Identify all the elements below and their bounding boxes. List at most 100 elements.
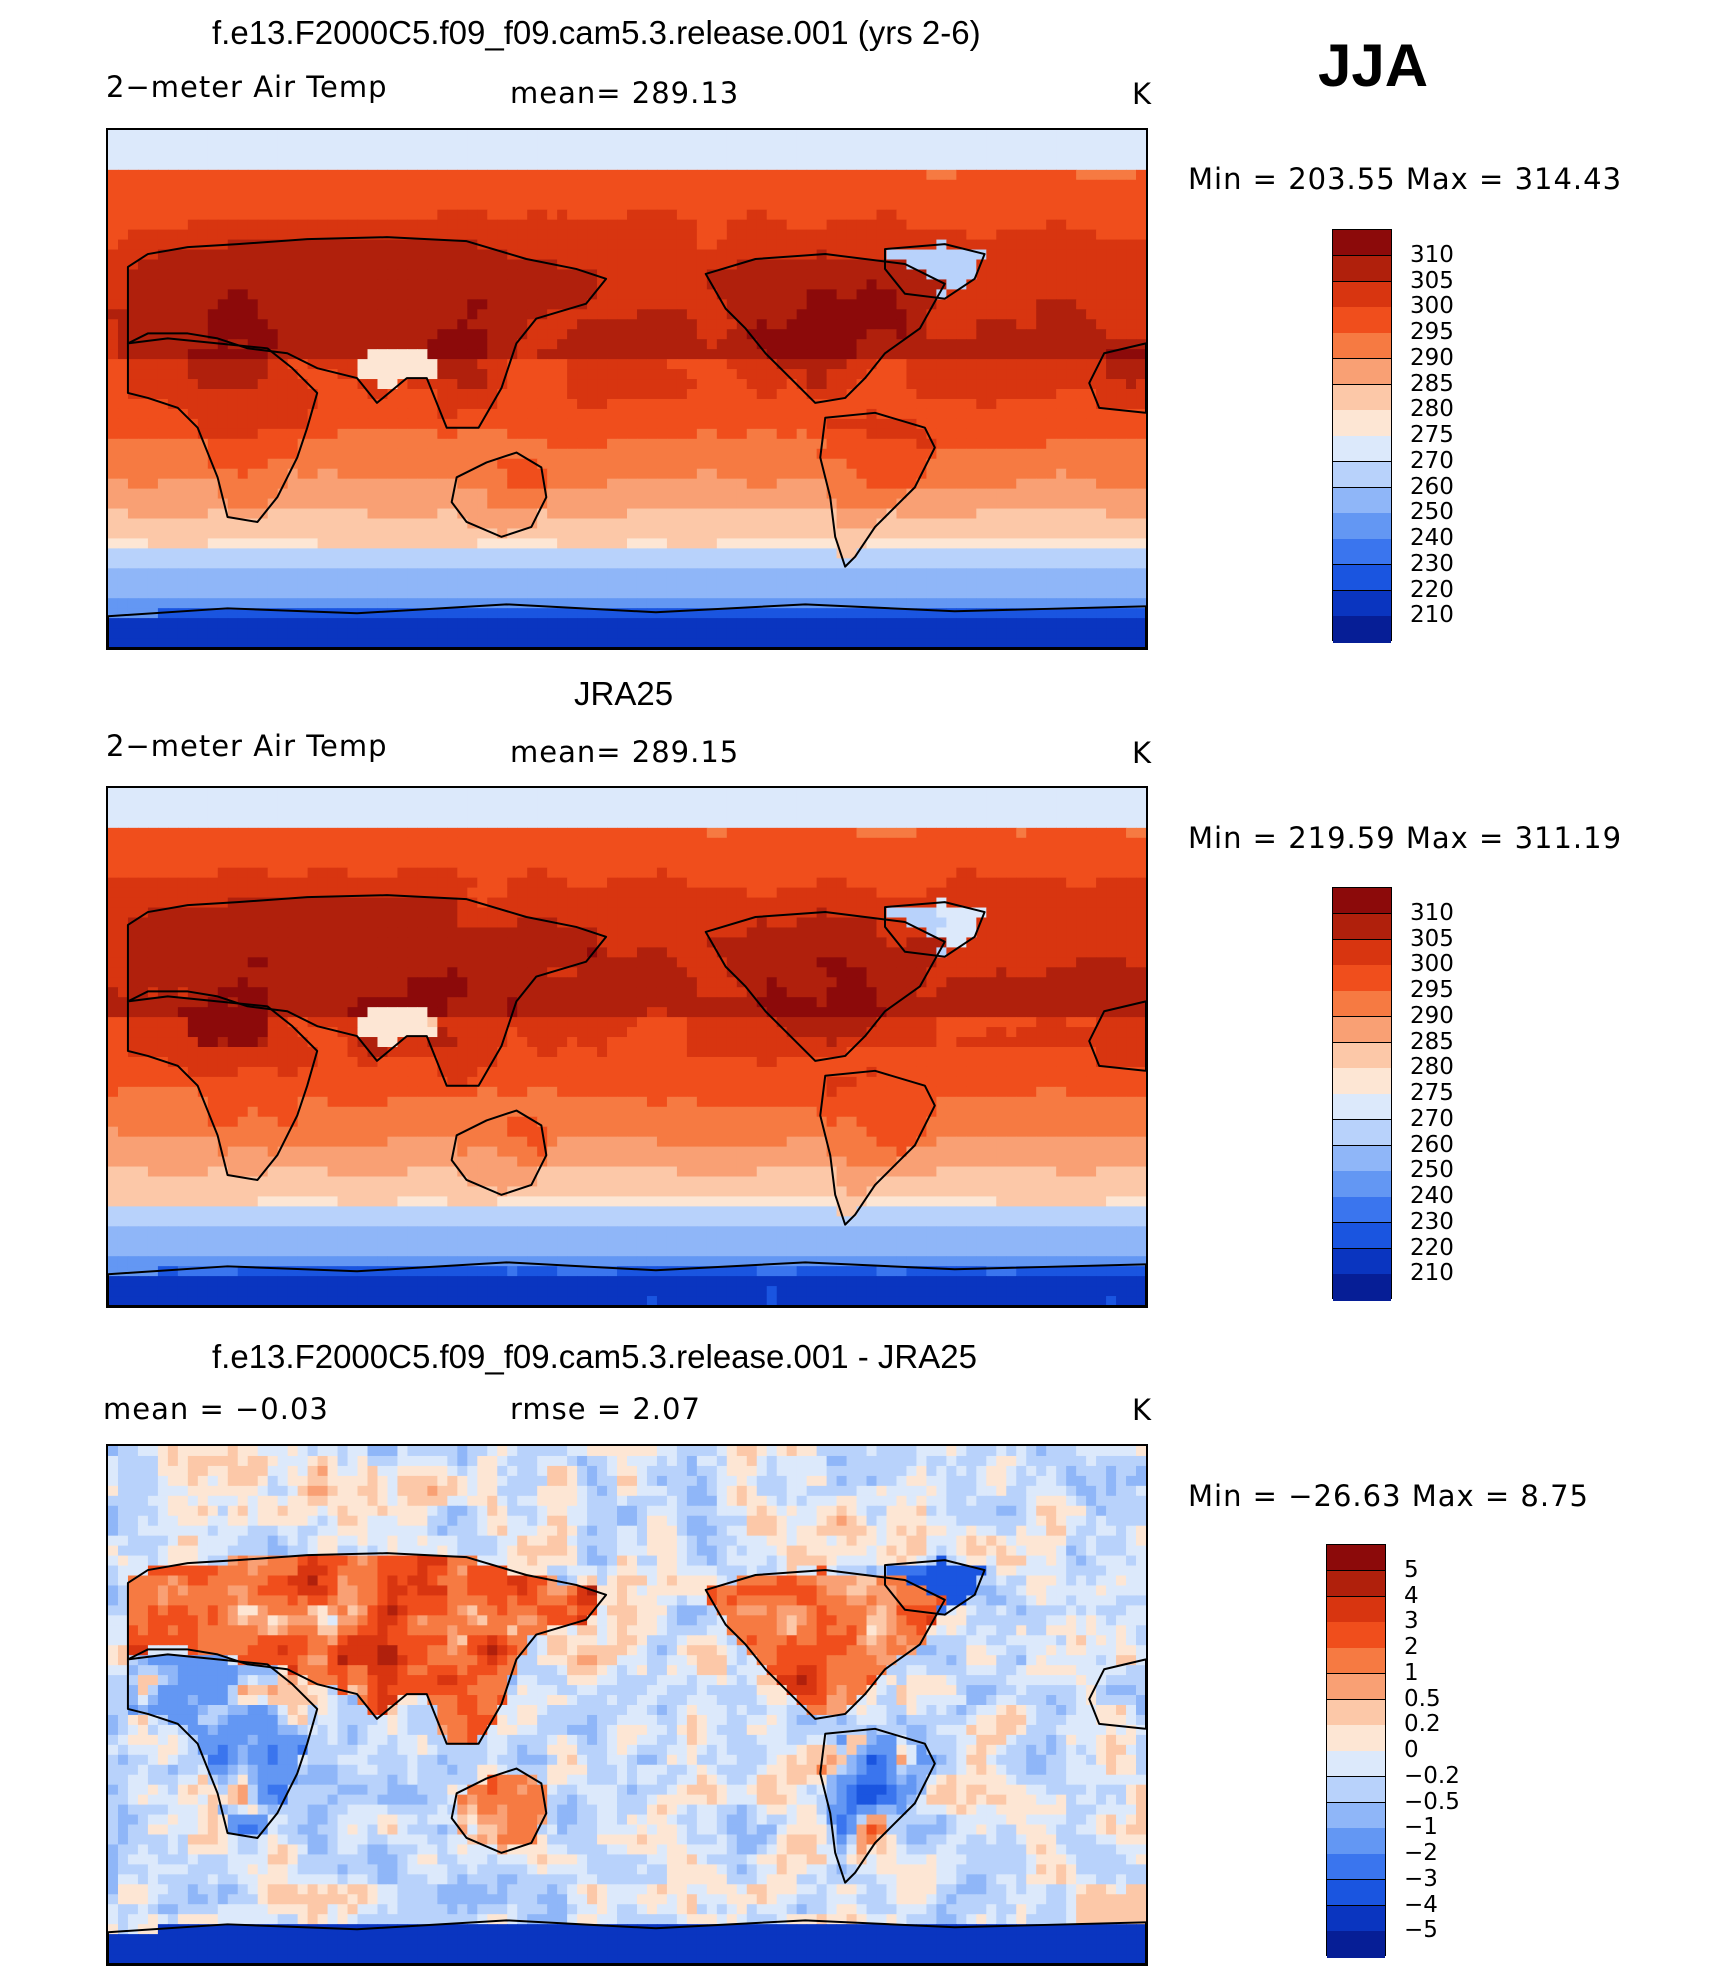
map-cell [557,349,568,360]
map-cell [407,359,419,370]
map-cell [856,588,868,599]
map-cell [347,339,359,350]
map-cell [497,428,508,440]
map-field [108,130,1146,648]
map-cell [806,130,818,141]
map-cell [537,269,548,281]
map-cell [277,149,289,161]
map-cell [517,249,528,261]
map-cell [946,379,957,390]
map-cell [597,159,608,171]
map-cell [706,169,718,181]
map-cell [1116,568,1127,579]
map-cell [237,309,249,320]
map-cell [467,568,478,579]
map-cell [207,578,219,589]
map-cell [906,548,918,559]
map-cell [187,438,199,450]
map-cell [467,249,478,261]
map-cell [686,189,698,201]
map-cell [217,508,229,520]
map-cell [866,548,878,559]
map-cell [666,448,678,460]
map-cell [587,249,598,261]
map-cell [1056,130,1067,141]
map-cell [786,179,798,191]
map-cell [1046,478,1057,490]
map-cell [1046,179,1057,191]
map-cell [587,199,598,211]
map-cell [497,269,508,281]
map-cell [457,130,468,141]
map-cell [1046,139,1057,151]
map-cell [956,289,967,300]
map-cell [1136,299,1146,310]
map-cell [557,458,568,470]
map-cell [367,538,379,549]
map-cell [1076,518,1087,530]
map-cell [267,209,279,221]
map-cell [726,269,738,281]
map-cell [966,359,977,370]
map-cell [557,130,568,141]
map-cell [577,498,588,510]
map-cell [1026,309,1037,320]
map-cell [1016,379,1027,390]
map-cell [347,199,359,211]
map-cell [527,598,538,609]
map-cell [108,169,119,181]
map-cell [1056,389,1067,400]
map-cell [527,468,538,480]
map-cell [377,598,389,609]
map-cell [756,598,768,609]
map-cell [377,199,389,211]
map-cell [1136,369,1146,380]
map-cell [976,389,987,400]
map-cell [537,558,548,569]
map-cell [337,578,349,589]
map-cell [407,398,419,410]
map-cell [187,139,199,151]
map-cell [1046,169,1057,181]
map-cell [776,379,788,390]
map-cell [627,229,638,241]
map-cell [636,299,648,310]
map-cell [577,139,588,151]
map-cell [776,319,788,330]
map-cell [397,548,409,559]
map-cell [676,458,688,470]
map-cell [966,159,977,171]
map-cell [1096,468,1107,480]
map-cell [257,130,269,141]
map-cell [866,189,878,201]
map-cell [477,259,488,271]
map-cell [746,159,758,171]
map-cell [467,578,478,589]
map-cell [816,528,828,540]
map-cell [287,219,299,231]
map-cell [946,339,957,350]
map-cell [786,458,798,470]
map-cell [1016,518,1027,530]
map-cell [786,578,798,589]
map-cell [407,558,419,569]
map-cell [207,588,219,599]
map-cell [187,389,199,400]
map-cell [177,398,189,410]
map-cell [127,199,139,211]
map-cell [477,538,488,549]
map-cell [547,159,558,171]
map-cell [816,259,828,271]
map-cell [906,538,918,549]
map-cell [666,508,678,520]
map-cell [427,508,438,520]
map-cell [946,598,957,609]
map-cell [866,438,878,450]
map-cell [1126,239,1137,251]
map-cell [1026,319,1037,330]
map-cell [1116,359,1127,370]
map-cell [856,488,868,500]
map-cell [597,169,608,181]
map-cell [337,359,349,370]
map-cell [127,209,139,221]
